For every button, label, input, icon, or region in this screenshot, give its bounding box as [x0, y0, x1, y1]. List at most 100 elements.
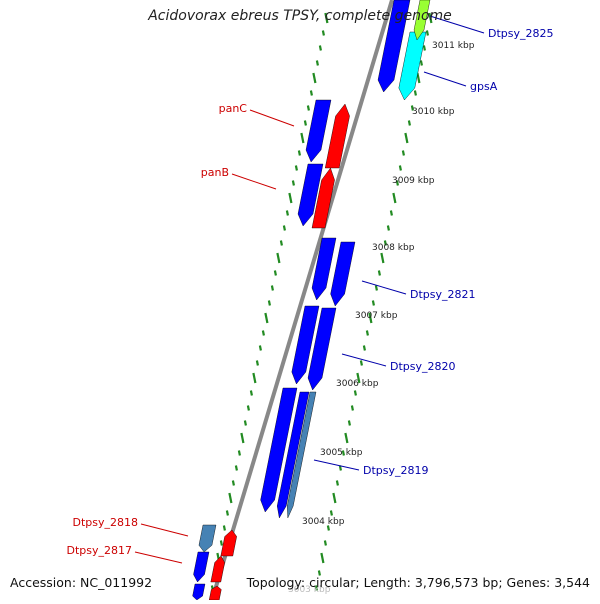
kbp-label: 3003 kbp [288, 585, 331, 595]
tick-mark-left [291, 180, 295, 186]
gene-leader-line [134, 551, 183, 564]
tick-mark-left [300, 132, 305, 144]
tick-mark-right [377, 270, 381, 276]
backbone-line [210, 0, 394, 601]
gene-arrow-gpsa [398, 31, 427, 101]
tick-mark-right [356, 372, 361, 384]
tick-mark-left [246, 405, 250, 411]
tick-mark-left [273, 270, 277, 276]
tick-mark-left [261, 330, 265, 336]
gene-arrow-dtpsy-2820 [307, 307, 337, 391]
tick-mark-left [318, 45, 322, 51]
tick-mark-right [425, 30, 429, 36]
tick-mark-left [306, 105, 310, 111]
tick-mark-left [315, 60, 319, 66]
tick-mark-right [353, 390, 357, 396]
tick-mark-left [231, 480, 235, 486]
tick-mark-right [335, 480, 339, 486]
gene-label-dtpsy-2820: Dtpsy_2820 [390, 360, 456, 373]
tick-mark-left [282, 225, 286, 231]
tick-mark-left [234, 465, 238, 471]
tick-mark-right [323, 540, 327, 546]
tick-mark-right [326, 525, 330, 531]
tick-mark-left [252, 372, 257, 384]
tick-mark-right [332, 492, 337, 504]
kbp-label: 3010 kbp [412, 107, 455, 117]
gene-arrow-dtpsy-2819-blue [276, 391, 310, 519]
gene-label-gpsa: gpsA [470, 80, 498, 93]
tick-mark-right [374, 285, 378, 291]
kbp-label: 3008 kbp [372, 243, 415, 253]
tick-mark-right [317, 570, 321, 576]
kbp-label: 3011 kbp [432, 41, 475, 51]
tick-mark-right [341, 450, 345, 456]
gene-label-dtpsy-2817: Dtpsy_2817 [66, 544, 132, 557]
gene-label-dtpsy-2821: Dtpsy_2821 [410, 288, 476, 301]
gene-arrow-bottom-blue [192, 583, 206, 601]
tick-mark-left [270, 285, 274, 291]
gene-leader-line [249, 109, 295, 127]
gene-arrow-2819a [260, 387, 298, 513]
tick-mark-left [276, 252, 281, 264]
gene-arrow-panc-partner [305, 99, 332, 163]
tick-mark-right [380, 252, 385, 264]
gene-label-dtpsy-2819: Dtpsy_2819 [363, 464, 429, 477]
tick-mark-left [285, 210, 289, 216]
tick-mark-left [222, 525, 226, 531]
tick-mark-right [371, 300, 375, 306]
tick-mark-left [297, 150, 301, 156]
gene-leader-line [231, 173, 277, 190]
tick-mark-right [401, 150, 405, 156]
tick-mark-right [428, 12, 433, 24]
tick-mark-right [404, 132, 409, 144]
gene-arrow-2820a [291, 305, 320, 385]
tick-mark-left [237, 450, 241, 456]
gene-arrow-dtpsy-2821 [330, 241, 356, 307]
gene-arrow-dtpsy-2825 [377, 0, 411, 93]
tick-mark-left [243, 420, 247, 426]
tick-mark-right [320, 552, 325, 564]
gene-leader-line [361, 280, 407, 295]
map-title: Acidovorax ebreus TPSY, complete genome [148, 8, 452, 24]
gene-arrow-2818-red [220, 529, 237, 557]
gene-arrow-dtpsy-2817 [193, 551, 210, 583]
tick-mark-left [228, 492, 233, 504]
topology-text: Topology: circular; Length: 3,796,573 bp… [246, 575, 590, 590]
tick-mark-right [350, 405, 354, 411]
tick-mark-right [410, 105, 414, 111]
kbp-label: 3007 kbp [355, 311, 398, 321]
gene-arrow-panc [324, 103, 350, 169]
accession-text: Accession: NC_011992 [10, 575, 153, 590]
kbp-label: 3005 kbp [320, 448, 363, 458]
gene-leader-line [423, 71, 467, 87]
tick-mark-right [389, 210, 393, 216]
tick-mark-right [362, 345, 366, 351]
tick-mark-left [264, 312, 269, 324]
tick-mark-left [309, 90, 313, 96]
tick-mark-right [359, 360, 363, 366]
gene-label-panb: panB [201, 166, 229, 179]
tick-mark-left [219, 540, 223, 546]
tick-mark-left [249, 390, 253, 396]
tick-mark-right [392, 192, 397, 204]
tick-mark-left [324, 12, 329, 24]
tick-mark-right [419, 60, 423, 66]
tick-mark-right [395, 180, 399, 186]
tick-mark-left [267, 300, 271, 306]
tick-mark-right [422, 45, 426, 51]
gene-arrow-2822 [311, 237, 337, 301]
kbp-label: 3009 kbp [392, 176, 435, 186]
tick-mark-left [321, 30, 325, 36]
tick-mark-right [386, 225, 390, 231]
tick-mark-right [338, 465, 342, 471]
tick-mark-left [288, 192, 293, 204]
tick-mark-left [294, 165, 298, 171]
tick-mark-right [413, 90, 417, 96]
tick-mark-right [344, 432, 349, 444]
gene-leader-line [140, 523, 189, 537]
gene-leader-line [341, 353, 387, 367]
tick-mark-right [416, 72, 421, 84]
tick-mark-left [240, 432, 245, 444]
kbp-label: 3004 kbp [302, 517, 345, 527]
